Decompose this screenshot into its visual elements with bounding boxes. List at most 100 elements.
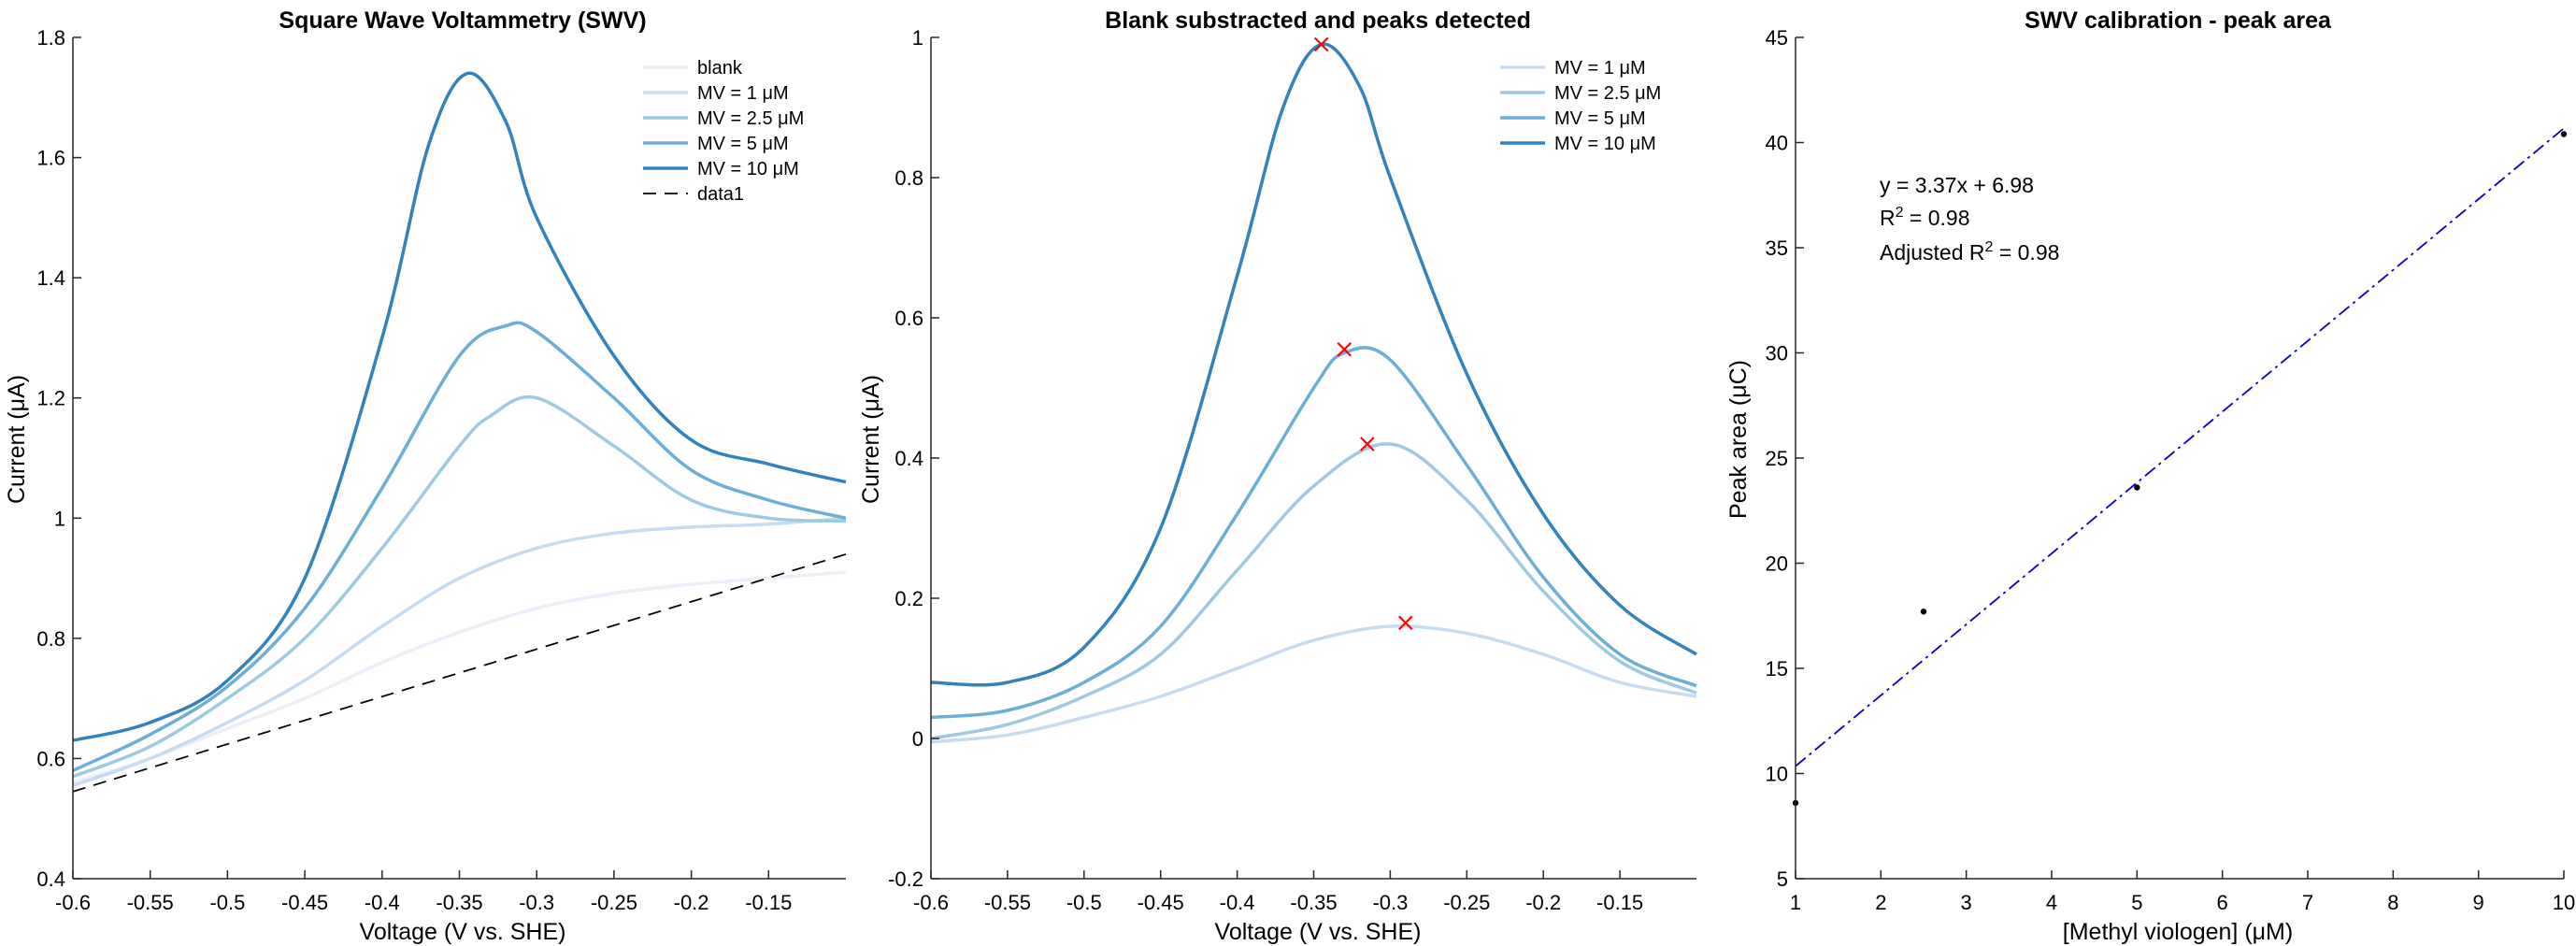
swv-legend-box: [634, 54, 832, 215]
swv-series-line: [72, 570, 847, 784]
blank-subtracted-ytick-label: 0: [912, 727, 923, 751]
swv-ytick-label: 1.8: [36, 26, 65, 50]
blank-subtracted-chart: Blank substracted and peaks detected -0.…: [858, 7, 1697, 945]
fit-equation: y = 3.37x + 6.98: [1880, 173, 2034, 197]
calibration-points: [1792, 131, 2568, 807]
peak-marker: [1313, 36, 1329, 52]
blank-subtracted-series-line: [930, 624, 1697, 744]
swv-xticks: -0.6 -0.55 -0.5 -0.45 -0.4 -0.35 -0.3 -0.25 -0.2…: [55, 870, 792, 914]
swv-series-line: [72, 71, 847, 742]
blank-subtracted-legend-label: MV = 1 μM: [1554, 58, 1646, 79]
swv-series-group: [72, 71, 847, 793]
swv-xtick-label: -0.25: [591, 891, 637, 914]
calibration-xtick-label: 1: [1790, 891, 1801, 914]
fit-annotation: y = 3.37x + 6.98 R2 = 0.98 Adjusted R2 =…: [1880, 173, 2059, 265]
swv-y-axis-label: Current (μA): [4, 375, 30, 504]
calibration-ytick-label: 5: [1777, 867, 1788, 891]
swv-legend-label: data1: [697, 184, 744, 205]
swv-series-line: [72, 394, 847, 779]
swv-xtick-label: -0.55: [127, 891, 174, 914]
swv-legend-label: MV = 5 μM: [697, 134, 789, 154]
blank-subtracted-y-axis-label: Current (μA): [858, 375, 884, 504]
calibration-x-axis-label: [Methyl viologen] (μM): [2063, 919, 2293, 945]
calibration-chart-title: SWV calibration - peak area: [2025, 7, 2332, 34]
swv-xtick-label: -0.35: [436, 891, 482, 914]
swv-series-line: [72, 516, 847, 788]
swv-ytick-label: 0.8: [36, 627, 65, 651]
blank-subtracted-xtick-label: -0.2: [1525, 891, 1561, 914]
swv-legend-label: blank: [697, 58, 743, 79]
blank-subtracted-legend: MV = 1 μM MV = 2.5 μM MV = 5 μM MV = 10 μM: [1491, 54, 1682, 165]
swv-x-axis-label: Voltage (V vs. SHE): [360, 919, 566, 945]
calibration-ytick-label: 20: [1766, 552, 1788, 576]
calibration-xtick-label: 4: [2046, 891, 2057, 914]
blank-subtracted-ytick-label: 1: [912, 26, 923, 50]
calibration-xticks: 1 2 3 4 5 6 7 8 9 10: [1790, 870, 2575, 914]
calibration-xtick-label: 5: [2131, 891, 2142, 914]
swv-ytick-label: 0.4: [36, 867, 65, 891]
swv-xtick-label: -0.3: [519, 891, 554, 914]
calibration-point: [2560, 131, 2568, 137]
swv-xtick-label: -0.4: [365, 891, 400, 914]
blank-subtracted-xtick-label: -0.15: [1596, 891, 1643, 914]
blank-subtracted-ytick-label: 0.8: [894, 166, 923, 190]
swv-yticks: 0.4 0.6 0.8 1 1.2 1.4 1.6 1.8: [36, 26, 81, 891]
swv-chart: Square Wave Voltammetry (SWV) -0.6 -0.55-…: [4, 7, 847, 945]
blank-subtracted-chart-title: Blank substracted and peaks detected: [1105, 7, 1531, 34]
calibration-yticks: 5 10 15 20 25 30 35 40 45: [1766, 26, 1804, 891]
calibration-fit-line: [1795, 127, 2565, 767]
swv-series-line: [72, 321, 847, 772]
swv-series-line: [72, 553, 847, 793]
calibration-ytick-label: 35: [1766, 236, 1788, 260]
swv-legend-label: MV = 2.5 μM: [697, 108, 804, 129]
blank-subtracted-xtick-label: -0.55: [984, 891, 1031, 914]
blank-subtracted-legend-label: MV = 10 μM: [1554, 134, 1656, 154]
calibration-y-axis-label: Peak area (μC): [1725, 360, 1752, 519]
calibration-xtick-label: 3: [1961, 891, 1972, 914]
calibration-ytick-label: 10: [1766, 763, 1788, 786]
calibration-ytick-label: 30: [1766, 342, 1788, 366]
blank-subtracted-xtick-label: -0.4: [1220, 891, 1255, 914]
swv-xtick-label: -0.45: [281, 891, 328, 914]
swv-ytick-label: 1.6: [36, 147, 65, 170]
peak-marker: [1398, 615, 1413, 631]
swv-ytick-label: 0.6: [36, 747, 65, 770]
blank-subtracted-xticks: -0.6 -0.55 -0.5 -0.45 -0.4 -0.35 -0.3 -0.25 -0.2…: [913, 870, 1643, 914]
blank-subtracted-legend-label: MV = 2.5 μM: [1554, 83, 1661, 104]
calibration-fit-group: [1795, 127, 2565, 767]
swv-xtick-label: -0.15: [745, 891, 792, 914]
calibration-xtick-label: 9: [2473, 891, 2484, 914]
blank-subtracted-xtick-label: -0.3: [1372, 891, 1408, 914]
calibration-ytick-label: 45: [1766, 26, 1788, 50]
swv-ytick-label: 1: [54, 507, 65, 530]
swv-xtick-label: -0.5: [209, 891, 245, 914]
calibration-xtick-label: 10: [2553, 891, 2575, 914]
blank-subtracted-xtick-label: -0.25: [1443, 891, 1490, 914]
blank-subtracted-xtick-label: -0.35: [1290, 891, 1337, 914]
fit-adjusted-r-squared: Adjusted R2 = 0.98: [1880, 239, 2059, 265]
calibration-xtick-label: 7: [2302, 891, 2313, 914]
swv-ytick-label: 1.4: [36, 266, 65, 290]
calibration-point: [2134, 484, 2140, 491]
blank-subtracted-series-line: [930, 442, 1697, 740]
swv-chart-title: Square Wave Voltammetry (SWV): [279, 7, 646, 34]
calibration-point: [1920, 609, 1927, 615]
blank-subtracted-ytick-label: 0.6: [894, 307, 923, 330]
swv-legend: blank MV = 1 μM MV = 2.5 μM MV = 5 μM MV = 1…: [634, 54, 832, 215]
blank-subtracted-xtick-label: -0.6: [913, 891, 949, 914]
swv-legend-label: MV = 10 μM: [697, 159, 799, 179]
swv-xtick-label: -0.6: [55, 891, 91, 914]
calibration-xtick-label: 8: [2387, 891, 2398, 914]
peak-markers: [1313, 36, 1413, 631]
blank-subtracted-ytick-label: 0.4: [894, 447, 923, 470]
blank-subtracted-x-axis-label: Voltage (V vs. SHE): [1215, 919, 1422, 945]
calibration-xtick-label: 2: [1875, 891, 1886, 914]
calibration-ytick-label: 15: [1766, 657, 1788, 681]
peak-marker: [1337, 341, 1352, 357]
swv-xtick-label: -0.2: [674, 891, 709, 914]
swv-ytick-label: 1.2: [36, 387, 65, 410]
blank-subtracted-ytick-label: -0.2: [888, 867, 923, 891]
blank-subtracted-xtick-label: -0.45: [1138, 891, 1184, 914]
fit-r-squared: R2 = 0.98: [1880, 205, 1970, 230]
